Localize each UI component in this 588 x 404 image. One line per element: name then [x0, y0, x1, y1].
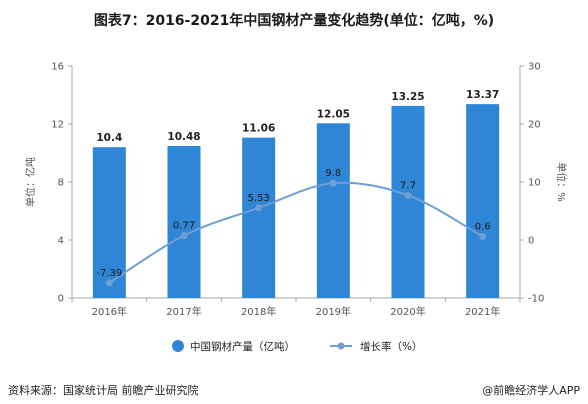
growth-rate-point [479, 233, 487, 241]
right-tick-label: 10 [528, 178, 541, 189]
growth-rate-point [180, 232, 188, 240]
growth-rate-point [329, 179, 337, 187]
left-tick-label: 8 [58, 178, 64, 189]
growth-rate-line [108, 181, 484, 284]
x-tick-label: 2016年 [92, 305, 127, 318]
left-axis-title: 单位：亿吨 [24, 157, 37, 207]
source-note: 资料来源：国家统计局 前瞻产业研究院 [8, 384, 199, 397]
growth-rate-point [404, 191, 412, 199]
x-tick-label: 2018年 [241, 305, 276, 318]
left-tick-label: 12 [51, 120, 64, 131]
bar [316, 123, 350, 299]
growth-rate-label: 9.8 [325, 168, 341, 179]
legend-line-marker [337, 342, 345, 350]
x-tick-label: 2021年 [465, 305, 500, 318]
bar-value-label: 10.4 [96, 132, 122, 144]
bar-value-label: 13.37 [466, 89, 499, 101]
legend-line-label: 增长率（%） [360, 340, 422, 353]
bar-value-label: 10.48 [167, 131, 200, 143]
growth-rate-label: -7.39 [96, 268, 122, 279]
right-tick-label: -10 [528, 294, 544, 305]
right-tick-label: 0 [528, 236, 534, 247]
x-tick-label: 2019年 [316, 305, 351, 318]
right-tick-label: 20 [528, 120, 541, 131]
x-tick-label: 2020年 [390, 305, 425, 318]
bar [167, 146, 201, 298]
growth-rate-label: 5.53 [248, 193, 270, 204]
legend-bar-swatch [172, 340, 184, 352]
x-tick-label: 2017年 [166, 305, 201, 318]
growth-rate-label: 0.6 [475, 222, 491, 233]
growth-rate-point [255, 204, 263, 212]
bar-value-label: 11.06 [242, 123, 275, 135]
left-tick-label: 4 [58, 236, 64, 247]
chart-title: 图表7：2016-2021年中国钢材产量变化趋势(单位：亿吨，%) [93, 13, 495, 29]
left-tick-label: 16 [51, 62, 64, 73]
right-axis-title: 单位：% [555, 162, 568, 202]
legend-bar-label: 中国钢材产量（亿吨） [190, 340, 295, 353]
growth-rate-label: 7.7 [400, 180, 416, 191]
right-tick-label: 30 [528, 62, 541, 73]
bar [466, 104, 500, 298]
left-tick-label: 0 [58, 294, 64, 305]
bar [242, 137, 276, 298]
growth-rate-label: 0.77 [173, 221, 195, 232]
growth-rate-point [105, 279, 113, 287]
bar [92, 147, 126, 298]
bar-value-label: 12.05 [317, 108, 350, 120]
bar [391, 105, 425, 298]
bar-value-label: 13.25 [391, 91, 424, 103]
brand-note: @前瞻经济学人APP [482, 384, 580, 397]
